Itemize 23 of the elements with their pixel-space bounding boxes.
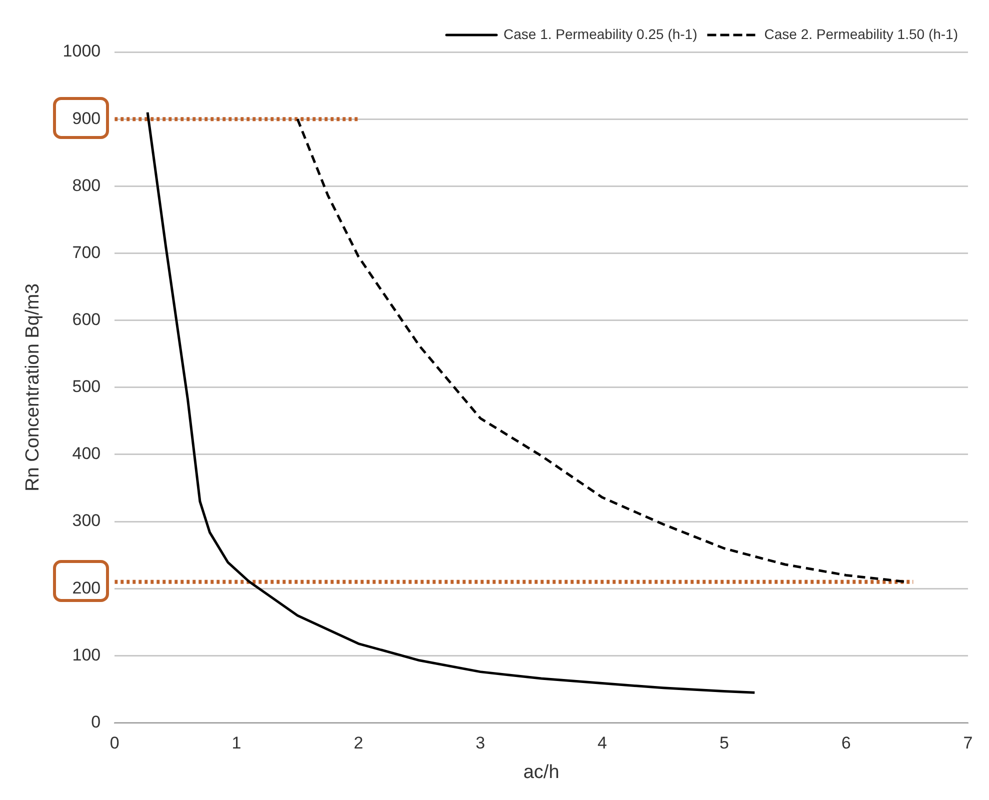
y-tick-label: 0 <box>91 712 101 732</box>
y-tick-label: 300 <box>72 511 101 530</box>
x-tick-label: 4 <box>598 734 607 753</box>
y-tick-label: 700 <box>72 242 101 262</box>
y-tick-label: 400 <box>72 444 101 464</box>
y-tick-label: 100 <box>72 645 101 664</box>
y-tick-label: 1000 <box>62 42 101 61</box>
x-tick-label: 5 <box>719 734 729 753</box>
y-tick-label: 900 <box>72 108 101 128</box>
y-tick-label: 600 <box>72 310 101 330</box>
x-tick-label: 0 <box>110 734 120 753</box>
x-tick-label: 7 <box>963 734 973 753</box>
legend-label: Case 1. Permeability 0.25 (h-1) <box>504 26 698 42</box>
y-axis-title: Rn Concentration Bq/m3 <box>22 283 44 492</box>
y-tick-label: 500 <box>72 377 101 396</box>
y-tick-label: 200 <box>72 578 101 598</box>
legend-label: Case 2. Permeability 1.50 (h-1) <box>764 26 958 42</box>
x-tick-label: 6 <box>841 734 851 753</box>
x-tick-label: 2 <box>354 734 364 753</box>
x-tick-label: 3 <box>476 734 486 753</box>
y-tick-label: 800 <box>72 176 101 195</box>
x-axis-title: ac/h <box>523 762 560 783</box>
x-tick-label: 1 <box>232 734 242 753</box>
